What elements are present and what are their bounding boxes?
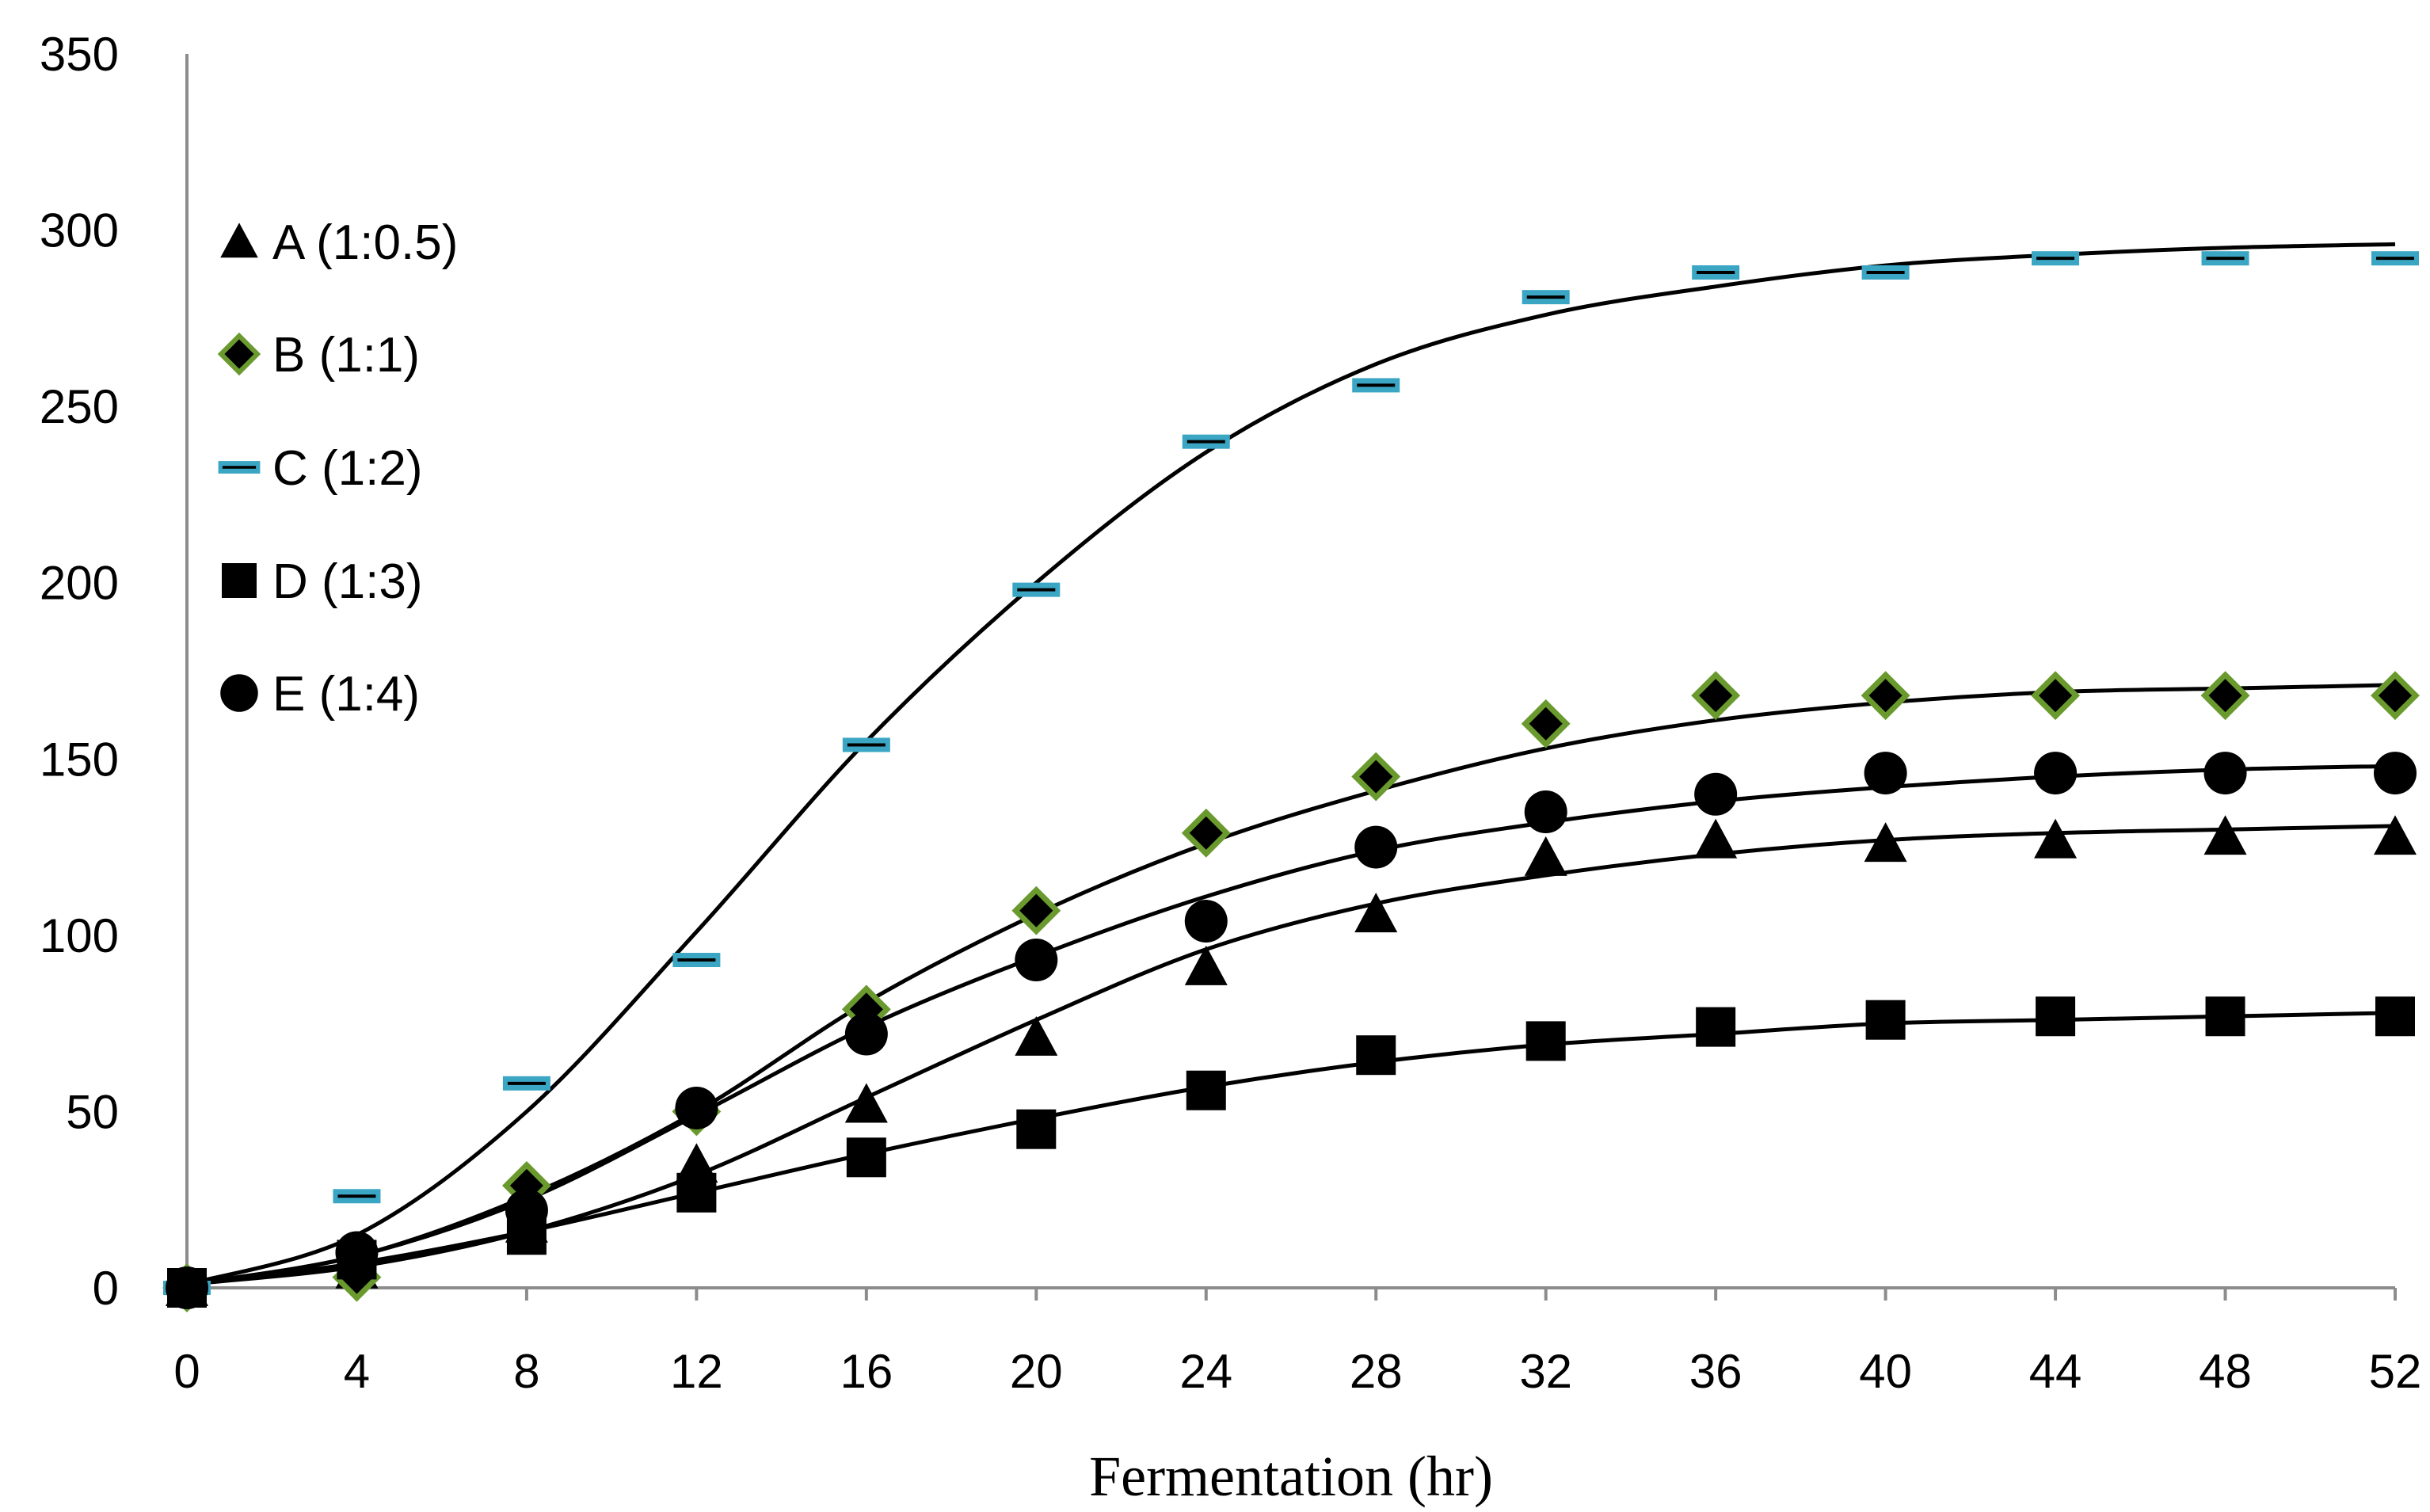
legend-label: A (1:0.5) [272,215,458,270]
point-series-4 [505,1189,548,1232]
point-series-4 [1864,752,1907,795]
point-series-3 [2375,996,2415,1037]
y-tick-label: 50 [66,1085,119,1138]
y-tick-label: 300 [40,204,119,257]
point-series-3 [2205,996,2245,1037]
point-series-1 [1181,808,1231,858]
x-tick-label: 40 [1859,1345,1912,1398]
point-series-1 [1521,699,1571,748]
x-tick-label: 8 [513,1345,539,1398]
point-series-0 [2034,818,2078,859]
point-series-1 [2200,671,2250,721]
x-tick-label: 28 [1350,1345,1403,1398]
point-series-0 [1694,818,1738,859]
x-tick-label: 52 [2369,1345,2422,1398]
point-series-3 [846,1137,886,1178]
x-tick-label: 0 [173,1345,200,1398]
point-series-1 [2031,671,2081,721]
point-series-3 [1016,1109,1057,1149]
x-tick-label: 4 [344,1345,370,1398]
y-tick-label: 0 [93,1262,119,1315]
point-series-4 [2034,752,2078,795]
x-tick-label: 12 [670,1345,723,1398]
point-series-4 [844,1012,888,1056]
point-series-1 [1691,671,1741,721]
x-tick-label: 36 [1689,1345,1743,1398]
legend-marker-4 [220,674,258,712]
point-series-3 [1186,1070,1226,1110]
x-tick-label: 32 [1519,1345,1572,1398]
x-tick-label: 20 [1010,1345,1063,1398]
point-series-0 [844,1083,888,1123]
point-series-4 [1524,790,1567,834]
point-series-3 [1865,1000,1906,1040]
point-series-0 [2374,815,2417,855]
point-series-0 [1524,836,1567,876]
point-series-3 [2036,996,2076,1037]
axes: 0 4 8 12 16 20 24 28 32 36 40 44 48 52050100150200250… [40,28,2421,1398]
point-series-0 [1015,1015,1058,1056]
point-series-0 [1354,893,1398,933]
fit-curve-series-3 [186,1011,2396,1287]
point-series-4 [1184,900,1228,943]
x-tick-label: 24 [1179,1345,1232,1398]
legend-label: E (1:4) [272,667,420,722]
x-tick-label: 16 [840,1345,893,1398]
point-series-3 [1525,1021,1566,1061]
legend-marker-0 [220,223,258,258]
x-axis-label: Fermentation (hr) [1089,1445,1493,1508]
x-tick-label: 48 [2199,1345,2252,1398]
point-series-1 [1011,885,1061,935]
point-series-3 [676,1172,717,1213]
point-series-0 [1864,822,1907,863]
point-series-1 [1861,671,1910,721]
point-series-0 [675,1143,718,1183]
x-tick-label: 44 [2029,1345,2082,1398]
point-series-4 [1694,772,1738,816]
legend-label: C (1:2) [272,441,422,496]
data-points [162,251,2420,1312]
legend: A (1:0.5) B (1:1) C (1:2) D (1:3) E (1:4) [217,215,458,722]
legend-label: D (1:3) [272,554,422,609]
point-series-4 [2203,752,2247,795]
y-tick-label: 100 [40,909,119,962]
legend-label: B (1:1) [272,328,420,383]
y-tick-label: 250 [40,380,119,433]
point-series-0 [2203,815,2247,855]
point-series-1 [2371,671,2420,721]
point-series-0 [1184,945,1228,985]
y-tick-label: 200 [40,557,119,610]
point-series-4 [1354,825,1398,869]
point-series-3 [1356,1035,1396,1076]
point-series-4 [2374,752,2417,795]
legend-marker-3 [222,563,257,598]
y-tick-label: 150 [40,733,119,786]
legend-marker-1 [217,332,261,376]
point-series-3 [1696,1007,1736,1047]
point-series-1 [1351,752,1401,802]
point-series-4 [1015,939,1058,982]
point-series-4 [166,1266,208,1309]
point-series-4 [675,1086,718,1129]
point-series-4 [335,1231,379,1274]
y-tick-label: 350 [40,28,119,81]
